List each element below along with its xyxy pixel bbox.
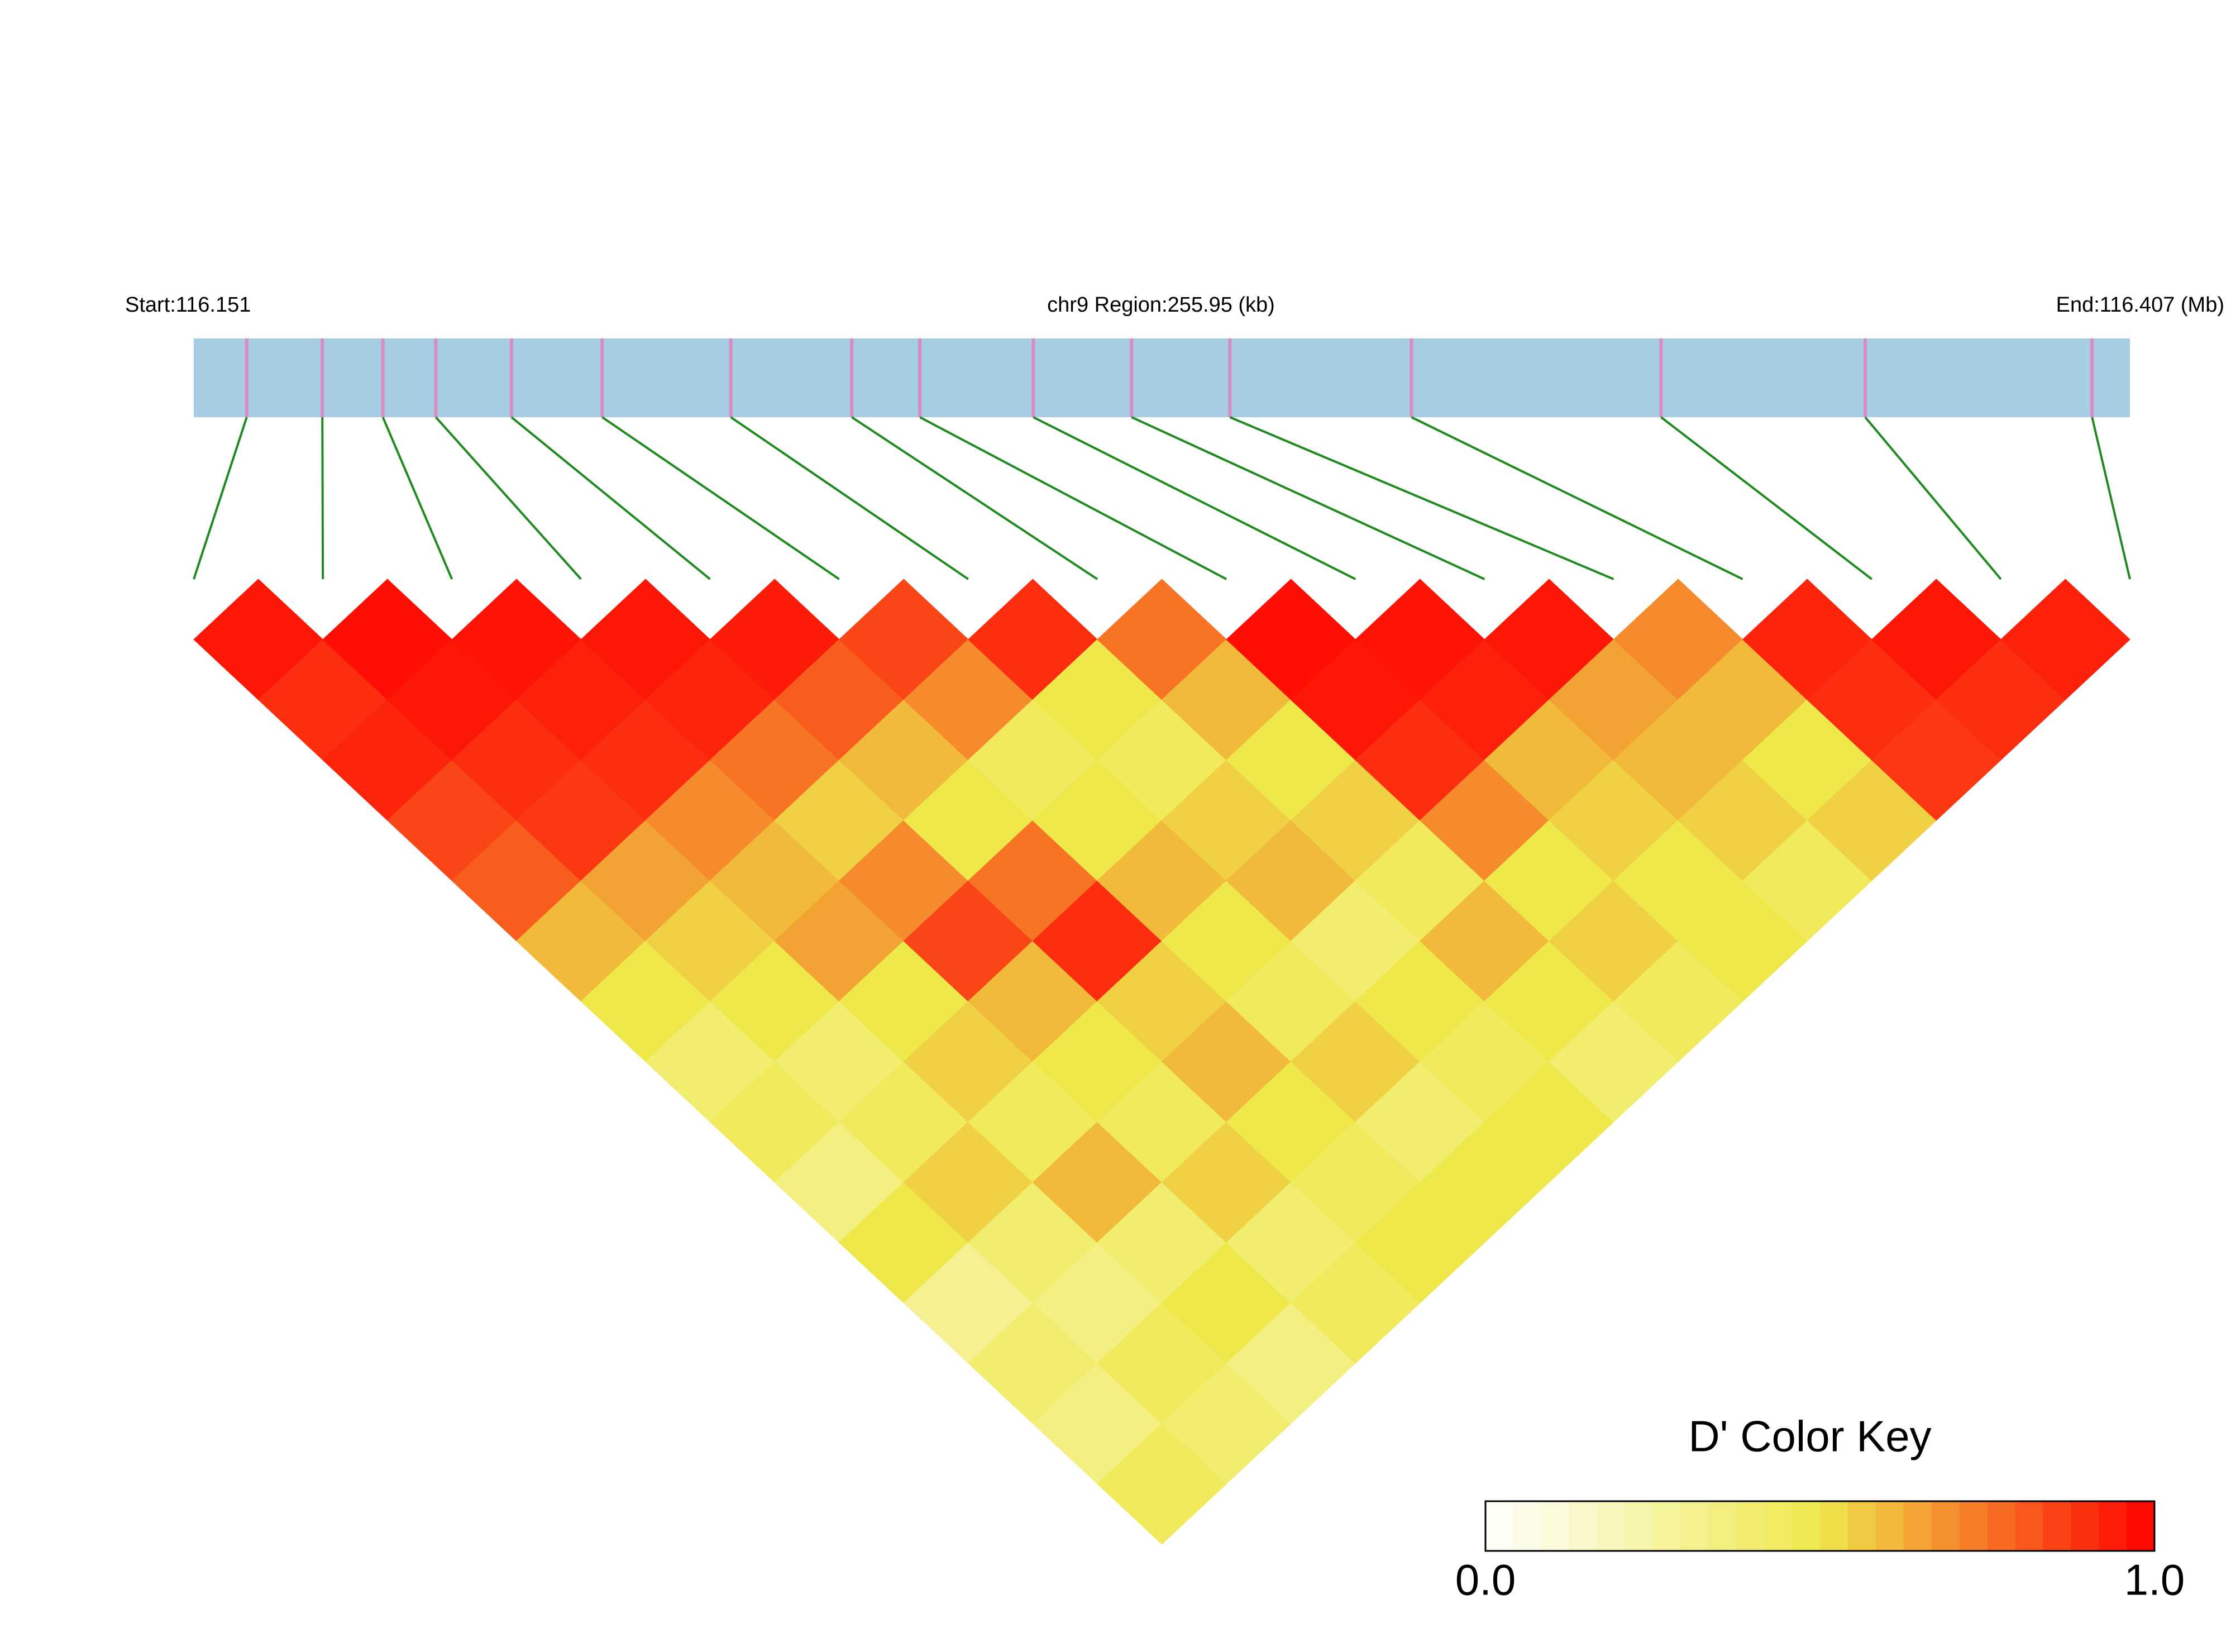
key-swatch [1903,1501,1932,1551]
key-swatch [1597,1501,1626,1551]
key-tick-label: 1.0 [2124,1555,2185,1605]
snp-connector [1229,416,1614,580]
key-swatch [1736,1501,1765,1551]
key-swatch [1652,1501,1681,1551]
key-swatch [1987,1501,2016,1551]
key-swatch [1792,1501,1821,1551]
snp-connector [1411,416,1743,580]
snp-connector [510,416,711,580]
key-swatch [1931,1501,1960,1551]
region-label: chr9 Region:255.95 (kb) [1047,293,1275,317]
key-swatch [1569,1501,1598,1551]
key-swatch [2015,1501,2044,1551]
snp-connector [193,417,248,580]
ld-cell [2000,579,2130,700]
snp-connector [321,417,324,580]
key-swatch [2127,1501,2155,1551]
key-swatch [2043,1501,2072,1551]
snp-connector [919,416,1227,580]
snp-connector [1660,416,1872,580]
key-swatch [1513,1501,1542,1551]
key-swatch [1680,1501,1709,1551]
key-swatch [1485,1501,1514,1551]
key-swatch [1875,1501,1904,1551]
key-swatch [1959,1501,1988,1551]
snp-connector [381,417,453,580]
key-swatch [1847,1501,1876,1551]
key-swatch [1625,1501,1654,1551]
snp-connector [2091,417,2131,580]
snp-connector [434,416,582,580]
snp-connector [730,416,969,580]
snp-connector [1131,416,1485,580]
end-label: End:116.407 (Mb) [2056,293,2224,317]
key-swatch [1820,1501,1848,1551]
snp-connector [1033,416,1356,580]
key-title: D' Color Key [1688,1412,1931,1461]
key-tick-label: 0.0 [1455,1555,1516,1605]
snp-connector [601,416,840,580]
key-swatch [1764,1501,1793,1551]
key-swatch [2099,1501,2128,1551]
snp-connector [1864,416,2002,580]
snp-connector [851,416,1098,580]
snp-bar [194,338,2130,417]
key-swatch [1708,1501,1737,1551]
key-swatch [2071,1501,2100,1551]
key-swatch [1541,1501,1570,1551]
start-label: Start:116.151 [125,293,251,317]
key-frame [1484,1500,2156,1552]
